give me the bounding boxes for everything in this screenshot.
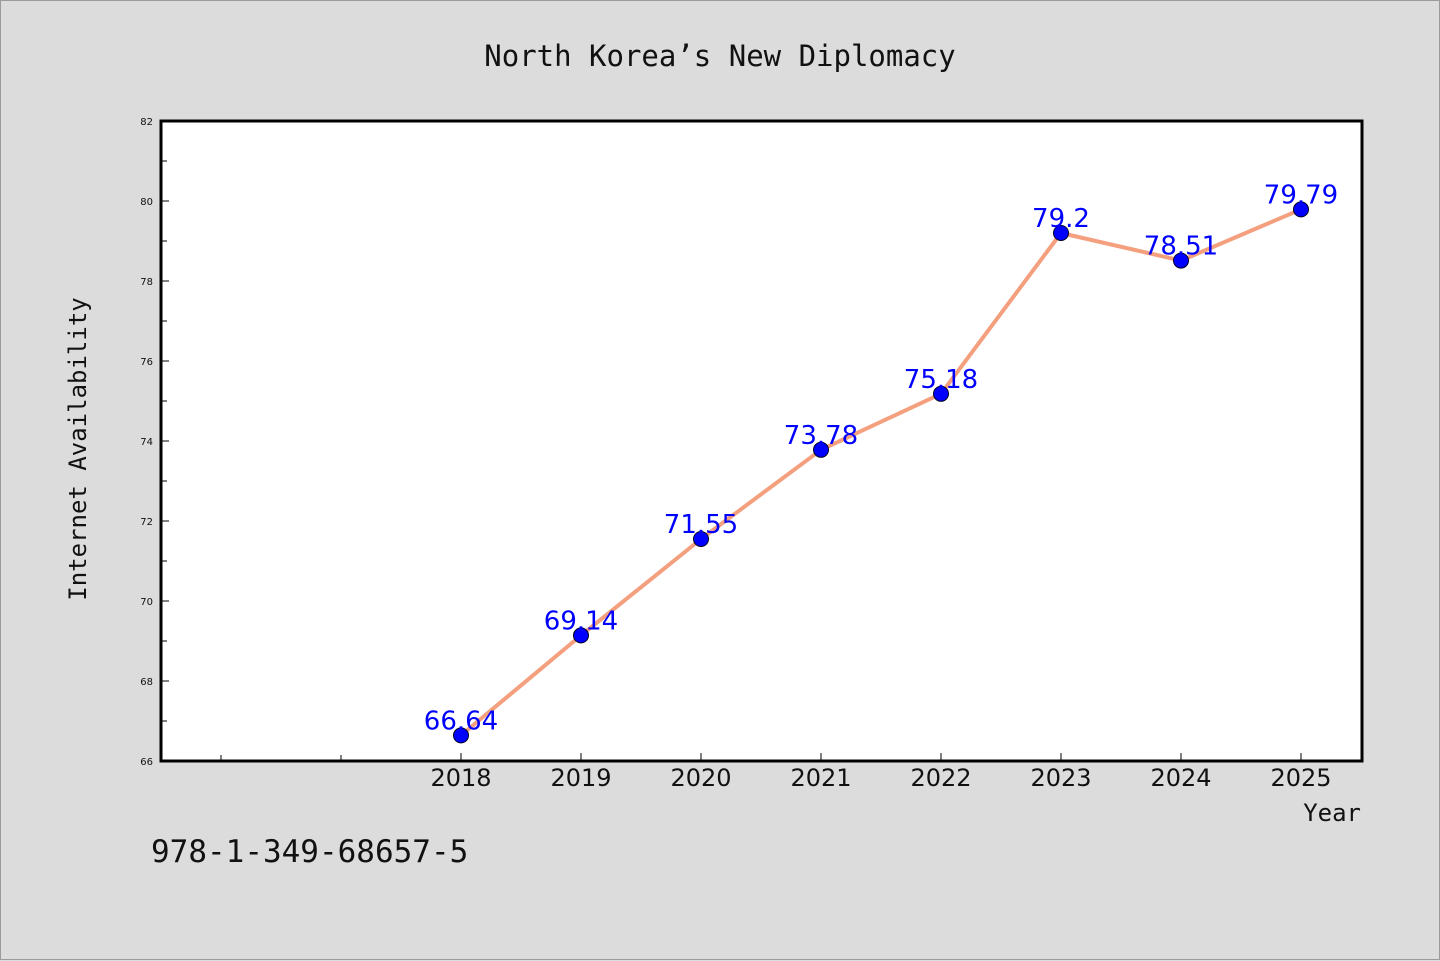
y-axis: 66 68 70 72 74 76 78 80 82: [140, 117, 169, 768]
data-label: 71.55: [664, 510, 738, 540]
x-tick-label: 2022: [910, 764, 971, 792]
data-label: 75.18: [904, 365, 978, 395]
data-label: 73.78: [784, 421, 858, 451]
chart-title: North Korea’s New Diplomacy: [484, 39, 956, 73]
x-axis: 2018 2019 2020 2021 2022 2023 2024 2025: [220, 753, 1332, 792]
x-tick-label: 2023: [1030, 764, 1091, 792]
y-axis-label: Internet Availability: [64, 297, 92, 600]
y-tick-label: 82: [140, 117, 153, 128]
y-tick-label: 72: [140, 517, 153, 528]
y-tick-label: 66: [140, 757, 153, 768]
x-tick-label: 2019: [550, 764, 611, 792]
data-point: [573, 627, 589, 644]
isbn-text: 978-1-349-68657-5: [151, 834, 469, 870]
y-tick-label: 74: [140, 437, 153, 448]
y-tick-label: 76: [140, 357, 153, 368]
x-axis-label: Year: [1303, 799, 1361, 827]
x-tick-label: 2020: [670, 764, 731, 792]
y-tick-label: 78: [140, 277, 153, 288]
data-point: [1173, 252, 1189, 269]
series-line: [459, 207, 1302, 737]
data-point: [693, 531, 709, 547]
data-point: [1293, 201, 1309, 218]
data-label: 69.14: [544, 606, 618, 636]
data-point: [813, 441, 829, 458]
y-tick-label: 68: [140, 677, 153, 688]
x-tick-label: 2018: [430, 764, 491, 792]
y-tick-label: 70: [140, 597, 153, 608]
data-label: 78.51: [1144, 232, 1218, 262]
data-label: 66.64: [424, 706, 498, 736]
data-point: [453, 727, 469, 744]
x-tick-label: 2021: [790, 764, 851, 792]
data-point: [933, 385, 949, 402]
data-label: 79.79: [1264, 180, 1338, 210]
data-label: 79.2: [1032, 204, 1090, 234]
data-points: [453, 201, 1309, 744]
x-tick-label: 2025: [1270, 764, 1331, 792]
x-tick-label: 2024: [1150, 764, 1211, 792]
y-tick-label: 80: [140, 197, 153, 208]
plot-area: [159, 119, 1364, 763]
data-labels: 66.64 69.14 71.55 73.78 75.18 79.2 78.51 79.79: [424, 180, 1338, 736]
data-point: [1053, 225, 1069, 241]
